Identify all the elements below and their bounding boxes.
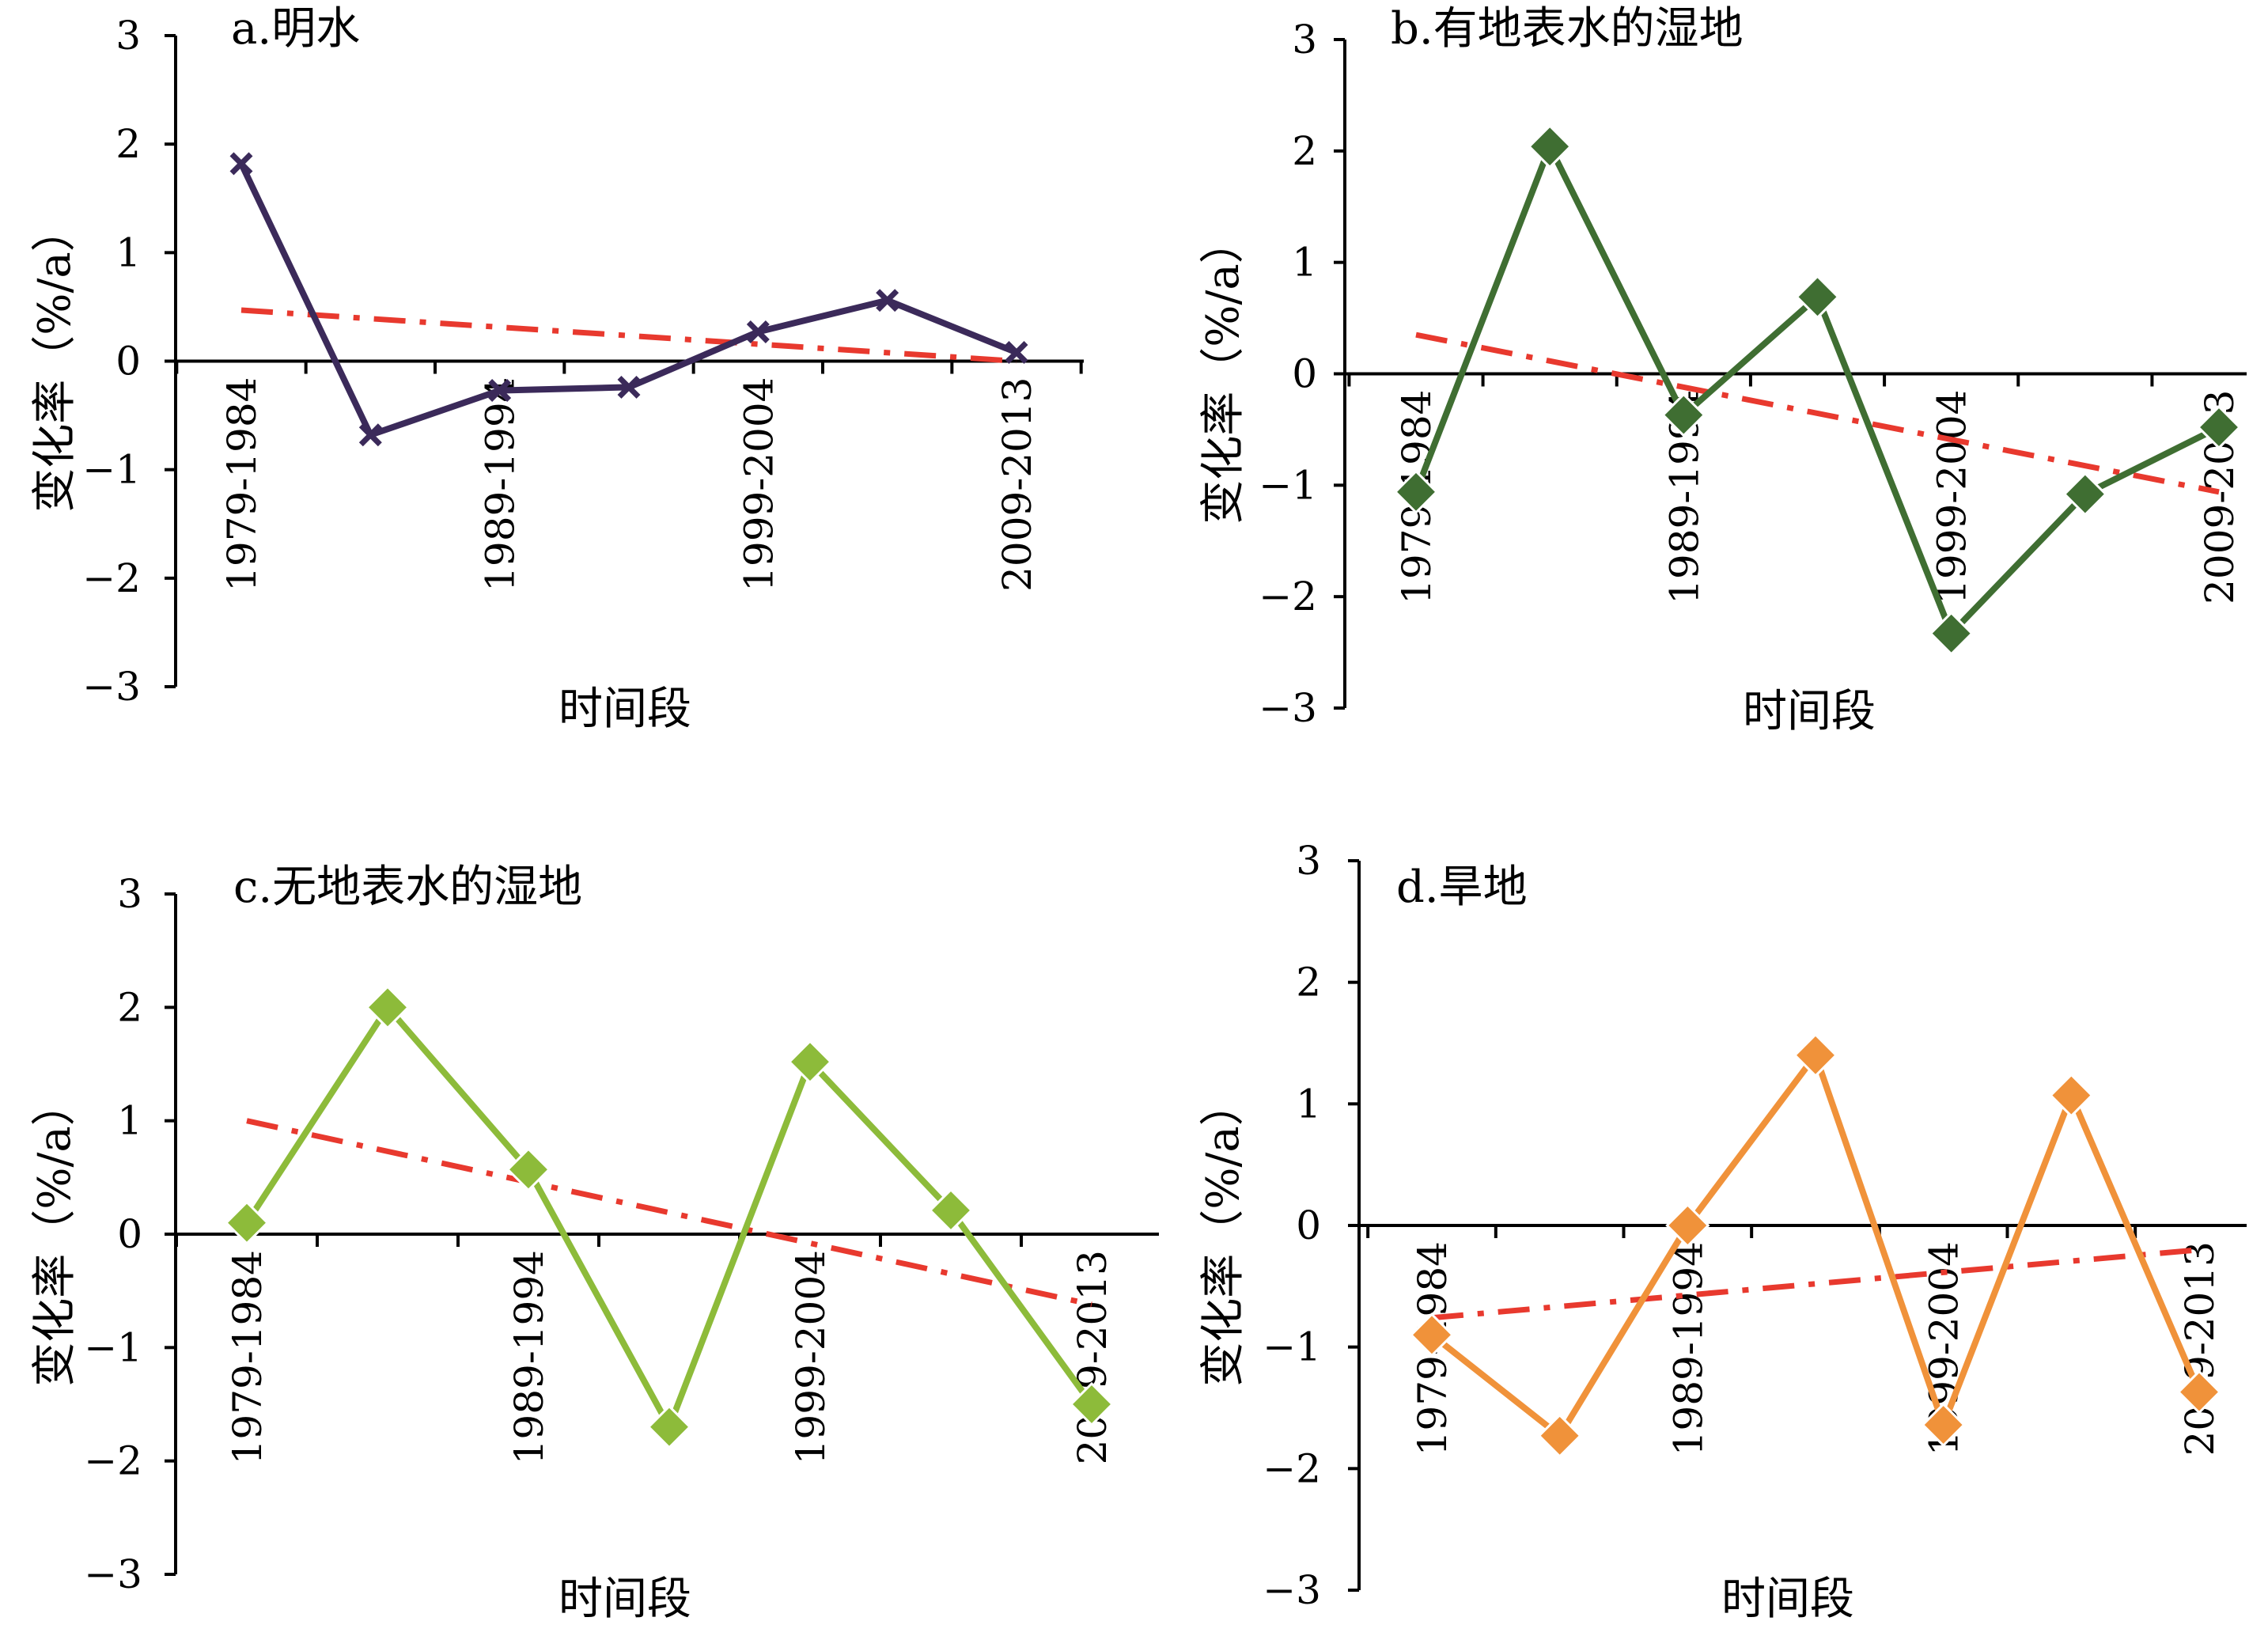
y-tick-label: 3 bbox=[115, 13, 141, 59]
data-point bbox=[358, 423, 382, 447]
y-tick-label: −2 bbox=[84, 1438, 142, 1484]
data-point bbox=[1528, 124, 1573, 169]
data-point bbox=[2196, 404, 2242, 450]
panel-title: c.无地表水的湿地 bbox=[233, 862, 582, 913]
y-tick-label: 1 bbox=[1292, 240, 1317, 286]
data-point bbox=[1393, 469, 1439, 514]
x-category-label: 1979-1984 bbox=[219, 377, 265, 592]
data-point bbox=[1795, 275, 1840, 320]
panel-title: d.旱地 bbox=[1396, 862, 1528, 913]
y-tick-label: 2 bbox=[115, 121, 141, 167]
data-point-stroke bbox=[617, 375, 641, 399]
data-point bbox=[224, 1200, 270, 1245]
trend-line bbox=[240, 307, 1017, 364]
data-point-stroke bbox=[358, 423, 382, 447]
data-point-stroke bbox=[229, 152, 253, 176]
y-axis-title: 变化率（%/a） bbox=[1198, 219, 1249, 524]
data-point bbox=[2062, 472, 2107, 517]
y-tick-label: 3 bbox=[1296, 838, 1321, 884]
data-point bbox=[1005, 341, 1028, 365]
data-point bbox=[2049, 1073, 2094, 1118]
y-axis-title: 变化率（%/a） bbox=[1198, 1081, 1249, 1386]
y-tick-label: 1 bbox=[1296, 1081, 1321, 1127]
trend-line bbox=[246, 1118, 1092, 1308]
series-line bbox=[238, 162, 1018, 438]
x-category-label: 2009-2013 bbox=[994, 377, 1040, 592]
y-tick-label: 2 bbox=[1292, 128, 1317, 174]
data-point-stroke bbox=[876, 289, 899, 312]
y-tick-label: 0 bbox=[1296, 1203, 1321, 1248]
trend-line bbox=[1431, 1247, 2200, 1321]
series-line bbox=[1413, 143, 2221, 637]
panel-d: −3−2−101231979-19841989-19941999-2004200… bbox=[1198, 838, 2247, 1625]
data-point bbox=[746, 320, 770, 343]
data-point bbox=[488, 379, 512, 403]
y-tick-label: −1 bbox=[1259, 462, 1317, 508]
x-category-label: 2009-2013 bbox=[1070, 1250, 1115, 1464]
data-point bbox=[1921, 1402, 1966, 1448]
data-point-stroke bbox=[488, 379, 512, 403]
y-axis-title: 变化率（%/a） bbox=[29, 207, 81, 512]
y-tick-label: 0 bbox=[117, 1211, 142, 1257]
panel-a: −3 −2 −1 0 1 2 3 1979-1984 1989-1994 1999-2004 200… bbox=[29, 3, 1084, 735]
x-axis-title: 时间段 bbox=[558, 684, 691, 735]
panel-title: a.明水 bbox=[231, 3, 360, 55]
y-tick-label: −2 bbox=[1263, 1445, 1321, 1491]
data-point bbox=[1069, 1381, 1115, 1427]
x-category-label: 1999-2004 bbox=[1929, 390, 1975, 604]
y-tick-label: 0 bbox=[1292, 351, 1317, 397]
data-point bbox=[646, 1404, 692, 1449]
y-tick-label: 2 bbox=[117, 984, 142, 1030]
y-tick-label: 3 bbox=[1292, 17, 1317, 62]
data-point bbox=[1665, 1203, 1710, 1248]
data-point bbox=[505, 1147, 551, 1192]
y-tick-label: −1 bbox=[82, 447, 141, 493]
data-point bbox=[876, 289, 899, 312]
data-point bbox=[787, 1040, 833, 1085]
x-category-label: 1999-2004 bbox=[736, 377, 782, 591]
data-point bbox=[2176, 1369, 2222, 1415]
data-point-stroke bbox=[1005, 341, 1028, 365]
y-tick-label: −2 bbox=[1259, 574, 1317, 619]
data-point bbox=[229, 152, 253, 176]
data-point bbox=[617, 375, 641, 399]
x-axis-title: 时间段 bbox=[1743, 686, 1876, 737]
y-tick-label: −3 bbox=[82, 664, 141, 710]
data-point bbox=[1793, 1032, 1838, 1078]
y-tick-label: −3 bbox=[1259, 685, 1317, 731]
data-point bbox=[365, 985, 411, 1030]
y-axis-title: 变化率（%/a） bbox=[29, 1081, 81, 1386]
x-category-label: 1979-1984 bbox=[225, 1250, 271, 1464]
x-category-label: 1989-1994 bbox=[506, 1250, 552, 1464]
y-tick-label: 0 bbox=[115, 339, 141, 384]
data-point bbox=[1661, 392, 1706, 437]
data-point bbox=[1537, 1413, 1582, 1458]
data-point-stroke bbox=[746, 320, 770, 343]
data-point bbox=[1409, 1312, 1455, 1358]
x-category-label: 1989-1994 bbox=[478, 377, 524, 592]
y-tick-label: −2 bbox=[82, 555, 141, 601]
x-category-label: 1989-1994 bbox=[1665, 1241, 1711, 1456]
y-tick-label: −1 bbox=[84, 1324, 142, 1370]
y-tick-label: −3 bbox=[1263, 1567, 1321, 1613]
y-tick-label: 1 bbox=[115, 229, 141, 275]
data-point bbox=[1929, 611, 1974, 656]
x-axis-title: 时间段 bbox=[558, 1574, 691, 1625]
data-point bbox=[928, 1187, 974, 1233]
x-axis-title: 时间段 bbox=[1721, 1574, 1854, 1625]
panel-b: −3−2−101231979-19841989-19941999-2004200… bbox=[1198, 3, 2247, 737]
y-tick-label: −3 bbox=[84, 1551, 142, 1597]
y-tick-label: 2 bbox=[1296, 960, 1321, 1006]
x-category-label: 2009-2013 bbox=[2177, 1241, 2223, 1456]
panel-c: −3 −2 −1 0 1 2 3 1979-1984 1989-1994 1999-2004 200… bbox=[29, 862, 1159, 1625]
x-category-label: 1999-2004 bbox=[788, 1250, 834, 1464]
trend-line bbox=[1415, 331, 2220, 495]
y-tick-label: 3 bbox=[117, 871, 142, 917]
panel-title: b.有地表水的湿地 bbox=[1391, 3, 1744, 55]
y-tick-label: 1 bbox=[117, 1098, 142, 1144]
y-tick-label: −1 bbox=[1263, 1324, 1321, 1370]
series-line bbox=[1429, 1051, 2202, 1439]
